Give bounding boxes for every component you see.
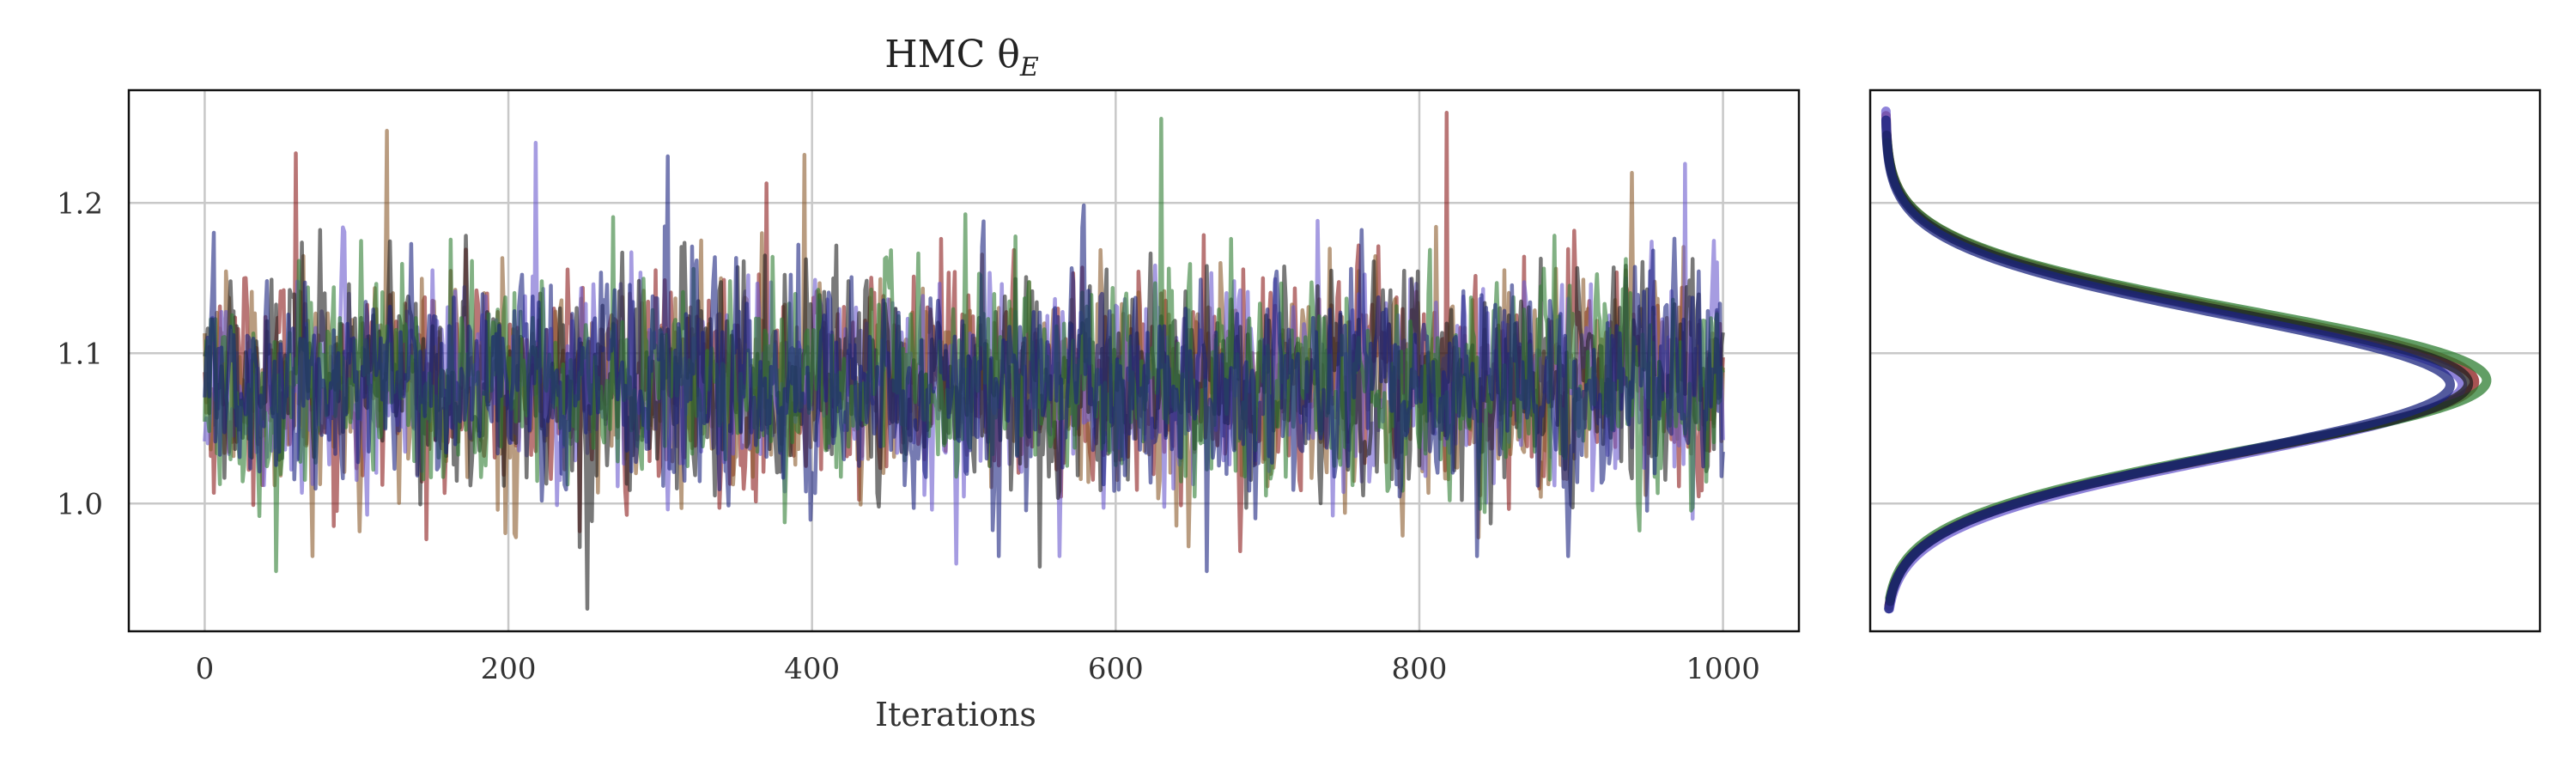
y-axis-ticks: 1.0 1.1 1.2 (57, 186, 103, 521)
density-curve (1880, 115, 2455, 614)
density-plot-frame (1868, 88, 2542, 633)
density-curve (1880, 111, 2480, 611)
x-tick-label: 200 (481, 652, 537, 686)
x-tick-label: 600 (1088, 652, 1144, 686)
density-curve (1881, 131, 2474, 606)
x-tick-label: 800 (1392, 652, 1448, 686)
trace-series-line (203, 154, 1725, 574)
x-axis-ticks: 0 200 400 600 800 1000 (196, 652, 1760, 686)
x-axis-label: Iterations (875, 696, 1036, 733)
density-curve (1880, 107, 2468, 614)
y-tick-label: 1.1 (57, 337, 103, 371)
y-tick-label: 1.0 (57, 487, 103, 521)
y-tick-label: 1.2 (57, 186, 103, 221)
trace-panel: 0 200 400 600 800 1000 1.0 1.1 1.2 Iterations (57, 88, 1801, 733)
trace-plot-frame (127, 88, 1801, 633)
trace-series-group (203, 111, 1725, 611)
x-tick-label: 0 (196, 652, 215, 686)
x-tick-label: 400 (784, 652, 840, 686)
chart-title: HMC θE (884, 33, 1039, 82)
density-series-group (1880, 107, 2492, 614)
x-tick-label: 1000 (1686, 652, 1760, 686)
density-panel (1868, 88, 2542, 633)
density-curve (1882, 137, 2492, 603)
